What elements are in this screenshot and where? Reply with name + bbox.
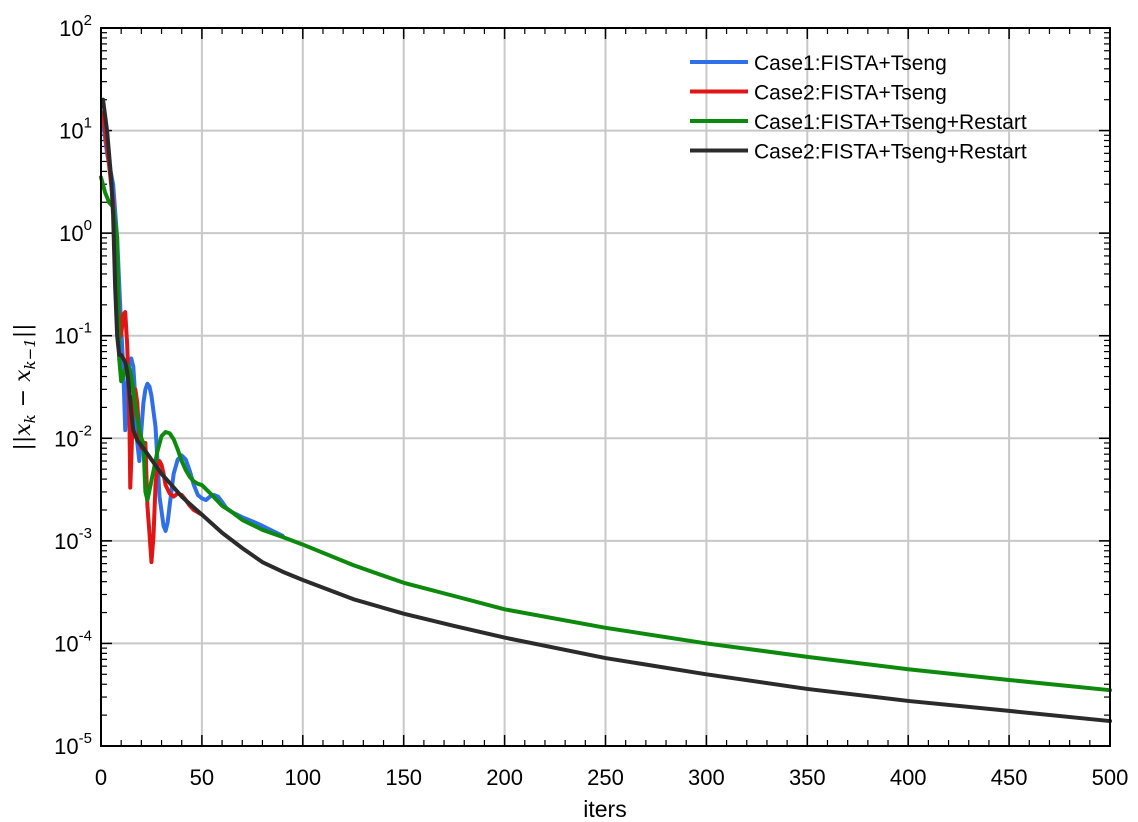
- x-tick-label: 350: [789, 765, 826, 790]
- x-tick-label: 400: [890, 765, 927, 790]
- series-lines: [99, 97, 1112, 724]
- x-tick-label: 450: [991, 765, 1028, 790]
- series-line-4: [101, 97, 1112, 724]
- x-tick-label: 200: [486, 765, 523, 790]
- x-tick-labels: 0 50 100 150 200 250 300 350 400 450 500: [95, 765, 1128, 790]
- y-tick-label: 10-2: [54, 422, 92, 451]
- x-tick-label: 150: [385, 765, 422, 790]
- y-tick-labels: 10-5 10-4 10-3 10-2 10-1 100 101 102: [54, 12, 92, 759]
- legend-label-2: Case2:FISTA+Tseng: [754, 82, 947, 105]
- y-tick-label: 10-3: [54, 525, 92, 554]
- y-tick-label: 101: [59, 115, 92, 144]
- x-tick-label: 250: [587, 765, 624, 790]
- legend-label-4: Case2:FISTA+Tseng+Restart: [754, 141, 1027, 164]
- x-axis-title: iters: [583, 796, 626, 822]
- y-tick-label: 100: [59, 217, 92, 246]
- y-tick-label: 102: [59, 12, 92, 41]
- y-tick-label: 10-1: [54, 320, 92, 349]
- legend-label-1: Case1:FISTA+Tseng: [754, 52, 947, 75]
- y-axis-title: ||xk − xk−1||: [11, 323, 39, 450]
- svg-text:||xk − xk−1||: ||xk − xk−1||: [11, 323, 39, 450]
- x-tick-label: 50: [190, 765, 214, 790]
- x-tick-label: 100: [284, 765, 321, 790]
- x-tick-label: 500: [1092, 765, 1129, 790]
- y-tick-label: 10-5: [54, 730, 92, 759]
- grid-lines: [101, 28, 1110, 746]
- legend-label-3: Case1:FISTA+Tseng+Restart: [754, 111, 1027, 134]
- plot-frame: [100, 27, 1111, 747]
- x-tick-label: 0: [95, 765, 107, 790]
- x-tick-label: 300: [688, 765, 725, 790]
- legend: Case1:FISTA+Tseng Case2:FISTA+Tseng Case1:…: [690, 52, 1027, 164]
- y-tick-label: 10-4: [54, 627, 92, 656]
